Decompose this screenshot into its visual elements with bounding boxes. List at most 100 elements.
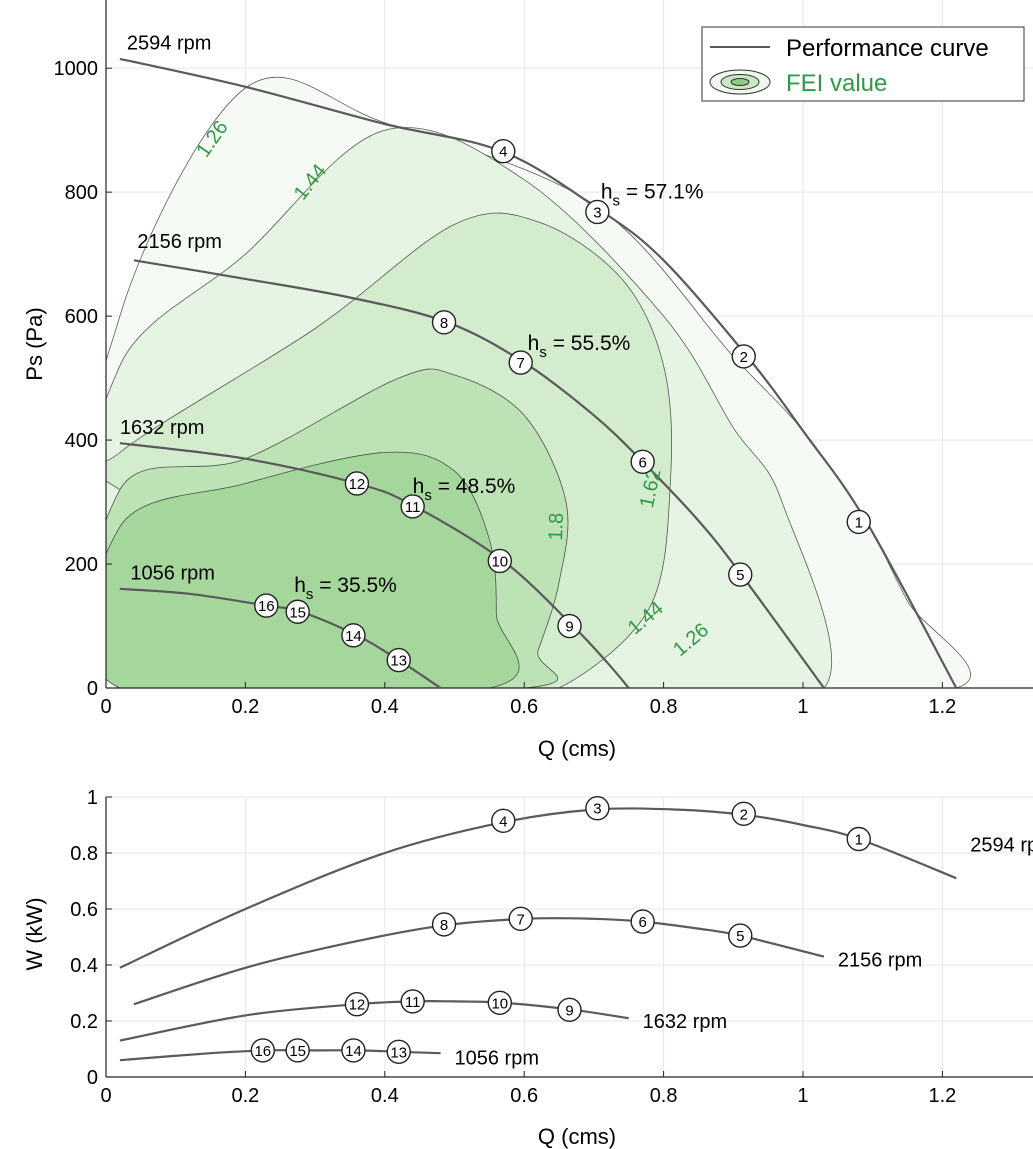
- top-operating-point-marker: [400, 494, 425, 519]
- top-y-tick-label: 1000: [54, 58, 99, 80]
- top-operating-point-marker: [285, 599, 310, 624]
- bottom-x-tick-label: 1: [797, 1085, 808, 1107]
- top-operating-point-marker: [491, 139, 516, 164]
- top-operating-point-label: 13: [390, 653, 407, 670]
- top-operating-point-label: 9: [565, 619, 573, 636]
- bottom-operating-point-label: 16: [254, 1043, 271, 1060]
- top-operating-point-label: 11: [405, 499, 421, 516]
- top-rpm-label: 2594 rpm: [127, 33, 212, 55]
- top-operating-point-label: 7: [517, 355, 525, 372]
- bottom-operating-point-label: 14: [345, 1043, 362, 1060]
- top-y-axis-label: Ps (Pa): [22, 307, 47, 380]
- bottom-operating-point-label: 13: [390, 1044, 407, 1061]
- bottom-rpm-label: 1632 rpm: [643, 1011, 728, 1033]
- top-x-tick-label: 0.6: [510, 696, 538, 718]
- top-series-line: [133, 259, 825, 688]
- bottom-operating-point-marker: [508, 906, 533, 931]
- bottom-operating-point-label: 10: [491, 995, 508, 1012]
- bottom-operating-point-marker: [557, 997, 582, 1022]
- bottom-y-tick-label: 0: [87, 1067, 98, 1089]
- bottom-operating-point-label: 3: [593, 801, 601, 818]
- top-series-line: [119, 57, 958, 688]
- bottom-operating-point-marker: [386, 1039, 411, 1065]
- top-series-line: [119, 442, 630, 688]
- legend: Performance curve FEI value: [701, 26, 1025, 102]
- top-operating-point-marker: [557, 613, 582, 639]
- top-operating-point-marker: [630, 449, 655, 474]
- bottom-y-tick-label: 0.2: [70, 1011, 98, 1033]
- top-operating-point-marker: [386, 647, 411, 673]
- bottom-y-tick-label: 0.6: [70, 899, 98, 921]
- efficiency-label: hs = 55.5%: [528, 332, 631, 361]
- bottom-operating-point-label: 9: [565, 1002, 573, 1019]
- top-operating-point-marker: [846, 509, 871, 535]
- top-x-tick-label: 0: [100, 696, 111, 718]
- bottom-operating-point-marker: [487, 990, 513, 1015]
- bottom-operating-point-label: 4: [499, 813, 507, 830]
- top-operating-point-label: 14: [345, 628, 362, 645]
- top-x-tick-label: 1: [797, 696, 808, 718]
- pressure-flow-chart: 0 0.2 0.4 0.6 0.8 1 1.2 0 200 400 600 800 1000 2594 …: [22, 0, 1033, 761]
- fei-legend-icon: [709, 69, 771, 95]
- top-operating-point-label: 10: [491, 553, 508, 570]
- bottom-x-tick-label: 0.4: [371, 1085, 399, 1107]
- top-y-tick-label: 0: [87, 678, 98, 700]
- bottom-rpm-label: 2594 rpm: [970, 835, 1033, 857]
- top-operating-point-label: 15: [289, 604, 306, 621]
- top-operating-point-marker: [508, 350, 533, 375]
- top-x-axis-label: Q (cms): [538, 736, 616, 761]
- top-operating-point-label: 6: [639, 454, 647, 471]
- bottom-y-tick-label: 0.4: [70, 955, 98, 977]
- bottom-operating-point-label: 7: [517, 911, 525, 928]
- bottom-operating-point-marker: [630, 909, 655, 934]
- top-operating-point-label: 4: [499, 144, 507, 161]
- top-operating-point-label: 12: [349, 476, 366, 493]
- bottom-operating-point-marker: [344, 992, 370, 1017]
- top-x-tick-label: 0.4: [371, 696, 399, 718]
- top-operating-point-marker: [341, 623, 366, 648]
- bottom-operating-point-label: 11: [405, 994, 421, 1011]
- bottom-operating-point-marker: [731, 801, 756, 826]
- bottom-rpm-label: 1056 rpm: [454, 1047, 538, 1069]
- efficiency-label: hs = 57.1%: [601, 180, 704, 209]
- bottom-operating-point-label: 15: [289, 1043, 306, 1060]
- bottom-operating-point-marker: [728, 923, 753, 948]
- top-y-tick-label: 800: [65, 182, 98, 204]
- bottom-x-tick-label: 0: [100, 1085, 111, 1107]
- bottom-x-tick-label: 0.2: [231, 1085, 259, 1107]
- bottom-operating-point-label: 1: [855, 832, 863, 849]
- bottom-y-tick-label: 0.8: [70, 843, 98, 865]
- bottom-x-tick-label: 1.2: [928, 1085, 956, 1107]
- bottom-operating-point-label: 12: [349, 997, 366, 1014]
- bottom-axes: 0 0.2 0.4 0.6 0.8 1 1.2 0 0.2 0.4 0.6 0.8 1: [70, 787, 1033, 1107]
- bottom-x-tick-label: 0.6: [510, 1085, 538, 1107]
- top-y-tick-label: 200: [65, 554, 98, 576]
- bottom-x-axis-label: Q (cms): [538, 1124, 616, 1149]
- bottom-y-tick-label: 1: [87, 787, 98, 809]
- bottom-operating-point-label: 6: [639, 914, 647, 931]
- bottom-operating-point-marker: [431, 912, 457, 937]
- legend-performance-label: Performance curve: [786, 35, 989, 62]
- bottom-operating-point-label: 2: [740, 806, 748, 823]
- top-y-tick-label: 400: [65, 430, 98, 452]
- bottom-operating-point-label: 8: [440, 917, 448, 934]
- top-operating-point-marker: [487, 548, 513, 574]
- top-rpm-label: 1056 rpm: [130, 563, 215, 585]
- top-operating-point-label: 1: [855, 514, 863, 531]
- legend-fei-label: FEI value: [786, 70, 887, 97]
- top-operating-point-marker: [731, 344, 756, 369]
- top-operating-point-marker: [585, 199, 610, 225]
- bottom-operating-point-marker: [400, 989, 425, 1014]
- fei-contour-fill: [106, 76, 972, 688]
- bottom-y-axis-label: W (kW): [22, 897, 47, 970]
- bottom-operating-point-marker: [341, 1038, 366, 1063]
- efficiency-label: hs = 35.5%: [294, 574, 397, 603]
- top-rpm-label: 2156 rpm: [137, 231, 222, 253]
- top-operating-point-marker: [431, 310, 457, 335]
- top-x-tick-label: 0.2: [231, 696, 259, 718]
- top-x-tick-label: 1.2: [928, 696, 956, 718]
- bottom-operating-point-marker: [285, 1038, 310, 1063]
- top-operating-point-label: 5: [736, 567, 744, 584]
